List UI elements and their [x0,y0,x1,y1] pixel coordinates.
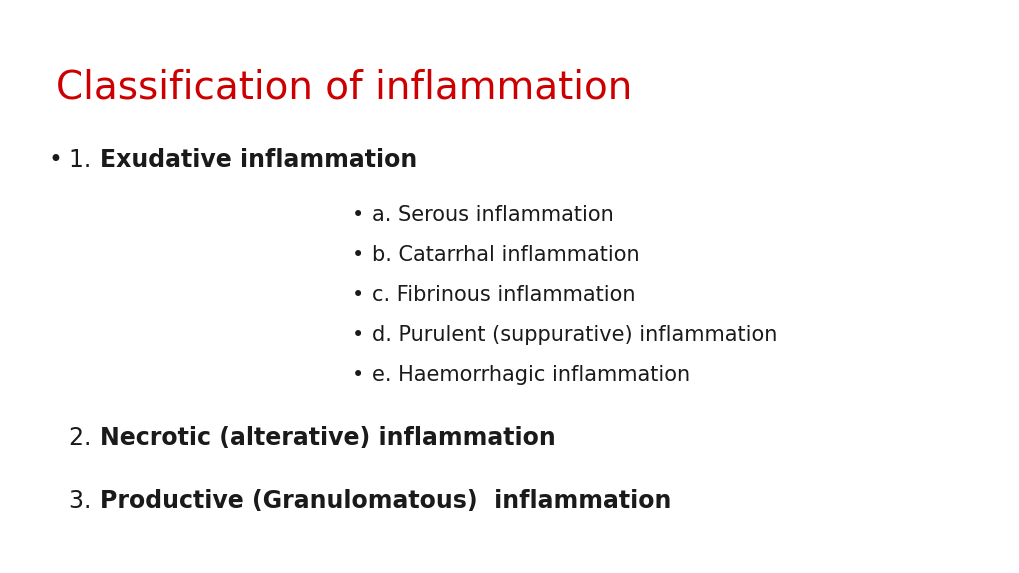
Text: 1.: 1. [69,148,99,172]
Text: Productive (Granulomatous)  inflammation: Productive (Granulomatous) inflammation [100,489,671,513]
Text: •: • [352,245,364,265]
Text: Necrotic (alterative) inflammation: Necrotic (alterative) inflammation [100,426,555,450]
Text: a. Serous inflammation: a. Serous inflammation [372,205,613,225]
Text: Classification of inflammation: Classification of inflammation [56,69,632,107]
Text: 2.: 2. [69,426,99,450]
Text: 3.: 3. [69,489,99,513]
Text: •: • [49,148,63,172]
Text: •: • [352,205,364,225]
Text: •: • [352,366,364,385]
Text: •: • [352,325,364,345]
Text: •: • [352,285,364,305]
Text: c. Fibrinous inflammation: c. Fibrinous inflammation [372,285,635,305]
Text: Exudative inflammation: Exudative inflammation [100,148,417,172]
Text: d. Purulent (suppurative) inflammation: d. Purulent (suppurative) inflammation [372,325,776,345]
Text: e. Haemorrhagic inflammation: e. Haemorrhagic inflammation [372,366,690,385]
Text: :: : [392,148,408,172]
Text: b. Catarrhal inflammation: b. Catarrhal inflammation [372,245,639,265]
